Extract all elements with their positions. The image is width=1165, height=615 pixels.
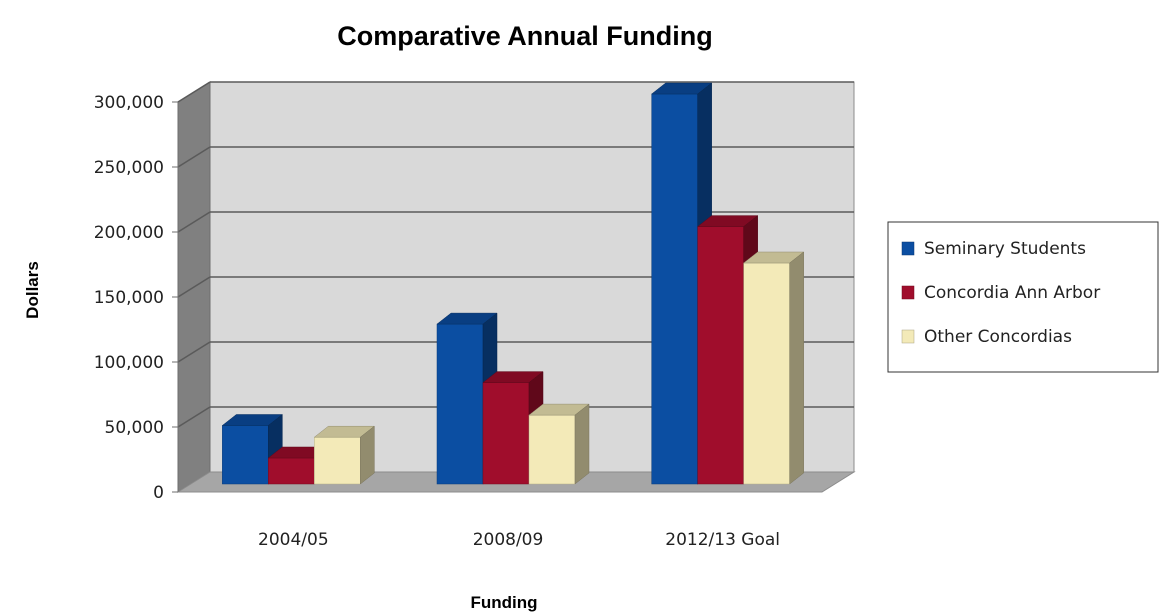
bar-front <box>697 226 744 485</box>
bar-front <box>651 93 698 485</box>
y-tick-label: 0 <box>153 483 164 503</box>
x-axis-title: Funding <box>470 593 537 612</box>
legend-label: Other Concordias <box>924 327 1072 347</box>
gridline-side <box>177 211 211 233</box>
y-tick-label: 50,000 <box>105 418 164 438</box>
gridline-side <box>177 341 211 363</box>
legend-swatch <box>901 241 915 256</box>
bar <box>436 312 498 485</box>
x-tick-label: 2004/05 <box>258 530 329 550</box>
chart-title: Comparative Annual Funding <box>337 21 713 51</box>
gridline-side <box>177 276 211 298</box>
gridline-side <box>177 81 211 103</box>
bar-front <box>222 425 269 485</box>
bar-side <box>574 403 590 485</box>
bars <box>221 82 805 485</box>
legend-label: Concordia Ann Arbor <box>924 283 1100 303</box>
bar-front <box>482 382 530 485</box>
y-axis: 0 50,000 100,000 150,000 200,000 250,000 300,0… <box>94 93 179 503</box>
legend-label: Seminary Students <box>924 239 1086 259</box>
bar <box>313 425 376 485</box>
y-tick-label: 300,000 <box>94 93 164 113</box>
gridline-side <box>177 146 211 168</box>
legend-box <box>887 221 1159 373</box>
bar-side <box>789 251 804 485</box>
legend-swatch <box>901 329 915 344</box>
legend-swatch <box>901 285 915 300</box>
x-tick-label: 2008/09 <box>473 530 544 550</box>
y-tick-label: 100,000 <box>94 353 164 373</box>
y-tick-label: 200,000 <box>94 223 164 243</box>
bar-front <box>528 414 576 485</box>
bar-side <box>360 425 375 485</box>
gridline-side <box>177 406 211 428</box>
bar-front <box>314 436 361 485</box>
y-tick-label: 150,000 <box>94 288 164 308</box>
y-axis-title: Dollars <box>23 261 42 319</box>
bar <box>528 403 590 485</box>
bar-front <box>436 323 484 485</box>
bar <box>742 251 805 485</box>
x-axis: 2004/05 2008/09 2012/13 Goal <box>258 530 780 550</box>
bar-front <box>743 262 790 485</box>
legend: Seminary Students Concordia Ann Arbor Othe… <box>887 221 1159 373</box>
bar-front <box>268 457 315 485</box>
y-tick-label: 250,000 <box>94 158 164 178</box>
x-tick-label: 2012/13 Goal <box>665 530 780 550</box>
